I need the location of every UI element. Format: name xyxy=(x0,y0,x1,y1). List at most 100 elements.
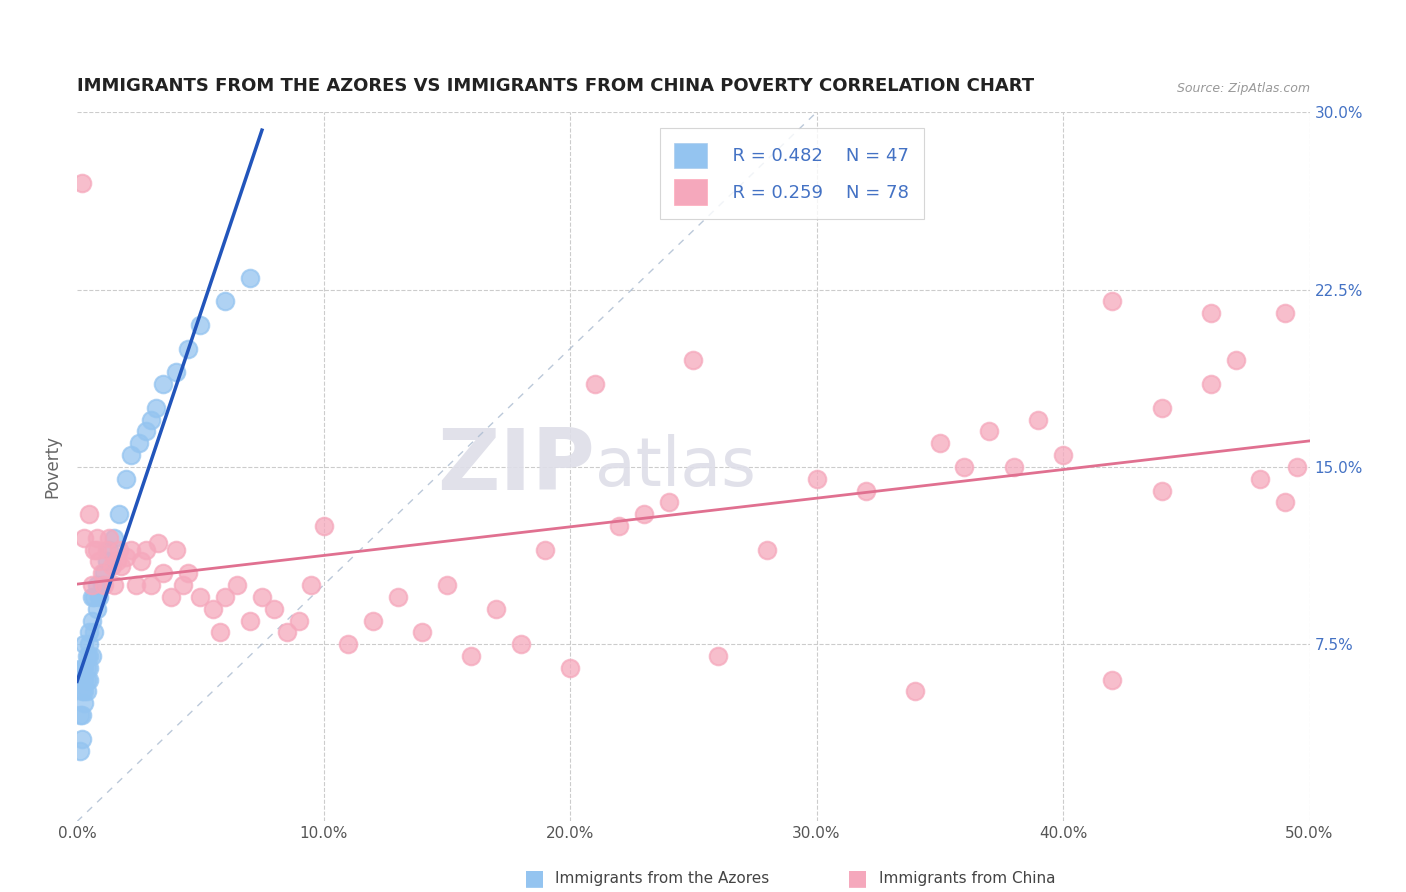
Point xyxy=(79,673,101,687)
Point xyxy=(509,637,531,651)
Point xyxy=(120,542,142,557)
Point xyxy=(152,377,174,392)
Point xyxy=(1225,353,1247,368)
Point xyxy=(485,601,508,615)
Point xyxy=(288,614,311,628)
Point xyxy=(90,566,112,581)
Point xyxy=(90,578,112,592)
Point xyxy=(707,648,730,663)
Point xyxy=(83,590,105,604)
Point xyxy=(73,661,96,675)
Point xyxy=(120,448,142,462)
Point xyxy=(1028,412,1050,426)
Point xyxy=(73,684,96,698)
Point xyxy=(83,542,105,557)
Point xyxy=(83,625,105,640)
Point xyxy=(214,590,236,604)
Point xyxy=(201,601,224,615)
Point xyxy=(1101,294,1123,309)
Point xyxy=(98,531,121,545)
Point xyxy=(96,542,118,557)
Point xyxy=(105,554,128,568)
Text: ■: ■ xyxy=(848,869,868,888)
Point xyxy=(299,578,322,592)
Point xyxy=(1274,495,1296,509)
Point xyxy=(263,601,285,615)
Point xyxy=(70,684,93,698)
Point xyxy=(73,531,96,545)
Point xyxy=(387,590,409,604)
Point xyxy=(98,542,121,557)
Text: IMMIGRANTS FROM THE AZORES VS IMMIGRANTS FROM CHINA POVERTY CORRELATION CHART: IMMIGRANTS FROM THE AZORES VS IMMIGRANTS… xyxy=(77,78,1035,95)
Point xyxy=(1286,459,1309,474)
Text: ZIP: ZIP xyxy=(437,425,595,508)
Point xyxy=(80,614,103,628)
Point xyxy=(86,542,108,557)
Point xyxy=(79,661,101,675)
Text: atlas: atlas xyxy=(595,434,755,500)
Point xyxy=(73,673,96,687)
Point xyxy=(534,542,557,557)
Point xyxy=(103,578,125,592)
Point xyxy=(583,377,606,392)
Text: Source: ZipAtlas.com: Source: ZipAtlas.com xyxy=(1177,81,1309,95)
Point xyxy=(70,176,93,190)
Point xyxy=(135,542,157,557)
Point xyxy=(904,684,927,698)
Point xyxy=(69,673,91,687)
Point xyxy=(89,554,111,568)
Point xyxy=(337,637,360,651)
Point xyxy=(89,590,111,604)
Point xyxy=(70,708,93,723)
Point xyxy=(108,542,131,557)
Point xyxy=(977,425,1000,439)
Point xyxy=(1002,459,1025,474)
Point xyxy=(103,531,125,545)
Y-axis label: Poverty: Poverty xyxy=(44,435,60,499)
Point xyxy=(756,542,779,557)
Point xyxy=(1150,483,1173,498)
Point xyxy=(148,535,170,549)
Point xyxy=(139,578,162,592)
Point xyxy=(806,472,828,486)
Point xyxy=(125,578,148,592)
Point xyxy=(928,436,950,450)
Point xyxy=(76,684,98,698)
Point xyxy=(115,549,138,564)
Point xyxy=(80,578,103,592)
Point xyxy=(145,401,167,415)
Point xyxy=(152,566,174,581)
Point xyxy=(460,648,482,663)
Point xyxy=(79,637,101,651)
Text: ■: ■ xyxy=(524,869,544,888)
Point xyxy=(633,507,655,521)
Point xyxy=(96,554,118,568)
Point xyxy=(165,365,187,379)
Point xyxy=(361,614,384,628)
Point xyxy=(79,625,101,640)
Text: Immigrants from the Azores: Immigrants from the Azores xyxy=(555,871,769,886)
Point xyxy=(214,294,236,309)
Point xyxy=(239,614,262,628)
Text: Immigrants from China: Immigrants from China xyxy=(879,871,1056,886)
Point xyxy=(855,483,877,498)
Point xyxy=(79,507,101,521)
Point xyxy=(76,648,98,663)
Point xyxy=(609,519,631,533)
Point xyxy=(115,472,138,486)
Point xyxy=(93,566,115,581)
Point xyxy=(1199,306,1222,320)
Point xyxy=(139,412,162,426)
Point xyxy=(93,578,115,592)
Point xyxy=(177,566,200,581)
Point xyxy=(69,743,91,757)
Legend:   R = 0.482    N = 47,   R = 0.259    N = 78: R = 0.482 N = 47, R = 0.259 N = 78 xyxy=(659,128,924,219)
Point xyxy=(209,625,232,640)
Point xyxy=(312,519,335,533)
Point xyxy=(239,270,262,285)
Point xyxy=(159,590,181,604)
Point xyxy=(73,637,96,651)
Point xyxy=(70,661,93,675)
Point xyxy=(76,673,98,687)
Point xyxy=(1249,472,1271,486)
